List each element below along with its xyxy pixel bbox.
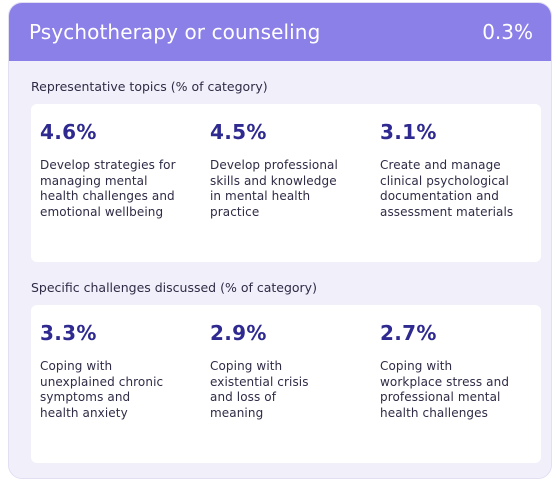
topic-percent: 4.6% bbox=[40, 120, 97, 144]
topic-percent: 4.5% bbox=[210, 120, 267, 144]
topic-item: 3.1% Create and manage clinical psycholo… bbox=[371, 104, 541, 262]
challenge-description: Coping with unexplained chronic symptoms… bbox=[40, 359, 164, 420]
topic-description: Develop strategies for managing mental h… bbox=[40, 158, 176, 219]
challenge-description: Coping with existential crisis and loss … bbox=[210, 359, 309, 420]
topic-item: 4.5% Develop professional skills and kno… bbox=[201, 104, 371, 262]
topic-percent: 3.1% bbox=[380, 120, 437, 144]
challenge-item: 2.9% Coping with existential crisis and … bbox=[201, 305, 371, 463]
card-header: Psychotherapy or counseling 0.3% bbox=[9, 3, 551, 61]
challenge-percent: 3.3% bbox=[40, 321, 97, 345]
topic-description: Develop professional skills and knowledg… bbox=[210, 158, 338, 219]
topic-item: 4.6% Develop strategies for managing men… bbox=[31, 104, 201, 262]
topic-description: Create and manage clinical psychological… bbox=[380, 158, 514, 219]
challenge-percent: 2.7% bbox=[380, 321, 437, 345]
challenges-section-label: Specific challenges discussed (% of cate… bbox=[31, 280, 317, 295]
challenges-panel: 3.3% Coping with unexplained chronic sym… bbox=[31, 305, 541, 463]
challenge-item: 2.7% Coping with workplace stress and pr… bbox=[371, 305, 541, 463]
category-card: Psychotherapy or counseling 0.3% Represe… bbox=[8, 2, 552, 479]
topics-panel: 4.6% Develop strategies for managing men… bbox=[31, 104, 541, 262]
category-title: Psychotherapy or counseling bbox=[29, 20, 321, 44]
challenge-description: Coping with workplace stress and profess… bbox=[380, 359, 510, 420]
category-share: 0.3% bbox=[482, 20, 533, 44]
topics-section-label: Representative topics (% of category) bbox=[31, 79, 268, 94]
challenge-percent: 2.9% bbox=[210, 321, 267, 345]
challenge-item: 3.3% Coping with unexplained chronic sym… bbox=[31, 305, 201, 463]
